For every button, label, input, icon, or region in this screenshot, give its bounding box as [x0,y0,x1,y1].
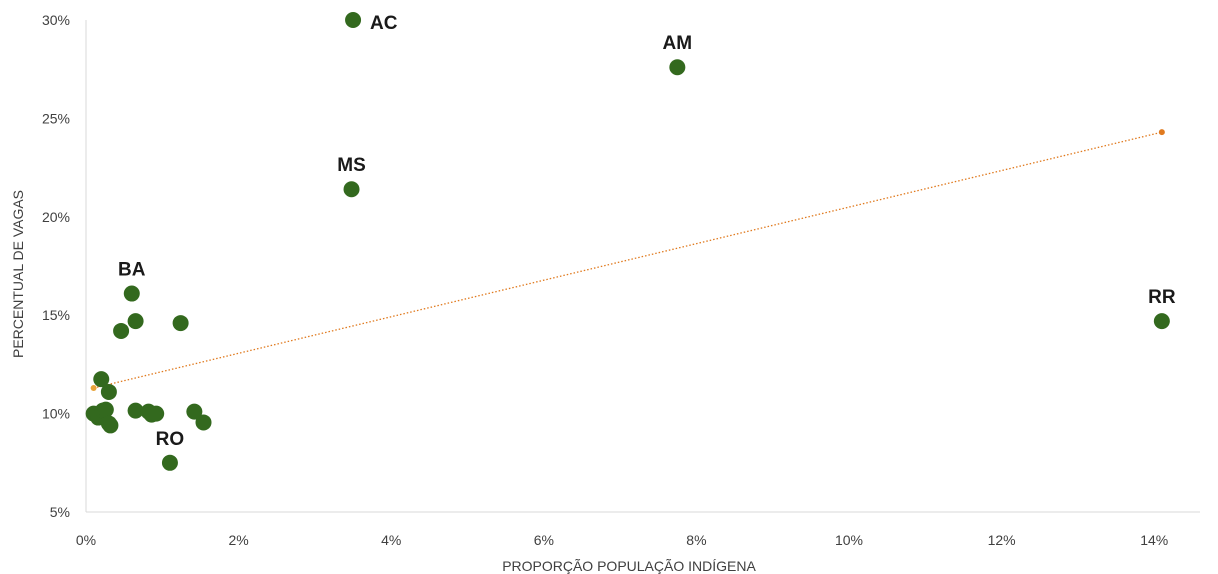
x-tick-label: 4% [381,532,401,548]
data-point [127,313,144,330]
trendline-start-marker [90,385,97,392]
axes [85,20,1200,513]
data-point [100,383,117,400]
x-tick-label: 0% [76,532,96,548]
x-tick-label: 10% [835,532,863,548]
point-label-am: AM [663,33,693,54]
data-point [172,315,189,332]
y-axis-title: PERCENTUAL DE VAGAS [10,190,26,358]
data-points [85,12,1170,471]
data-point-ms [343,181,360,198]
tick-labels: 0% 2% 4% 6% 8% 10% 12% 14% 5% 10% 15% 20% 25% 30% [42,12,1168,548]
y-tick-label: 25% [42,110,70,126]
x-tick-label: 12% [988,532,1016,548]
y-tick-label: 10% [42,406,70,422]
point-label-ba: BA [118,260,146,281]
data-point [113,322,130,339]
y-tick-label: 15% [42,307,70,323]
y-tick-label: 20% [42,209,70,225]
data-point-rr [1153,313,1170,330]
x-tick-label: 6% [534,532,554,548]
x-axis-title: PROPORÇÃO POPULAÇÃO INDÍGENA [502,558,756,574]
data-point [148,405,165,422]
x-tick-label: 2% [228,532,248,548]
point-label-ms: MS [337,155,366,176]
data-point [97,401,114,418]
data-point-ac [345,12,362,28]
trendline-line [93,131,1163,389]
data-point [100,415,117,432]
data-point [127,402,144,419]
trendline [90,129,1165,392]
y-tick-label: 5% [50,504,70,520]
data-point [186,403,203,420]
point-labels: AC AM MS BA RR RO [118,13,1176,450]
x-tick-label: 14% [1140,532,1168,548]
point-label-ac: AC [370,13,398,34]
point-label-rr: RR [1148,287,1176,308]
data-point [195,414,212,431]
data-point-ro [161,454,178,471]
x-tick-label: 8% [686,532,706,548]
data-point-ba [123,285,140,302]
point-label-ro: RO [156,429,185,450]
y-tick-label: 30% [42,12,70,28]
data-point-am [669,59,686,76]
data-point [93,371,110,388]
trendline-end-marker [1158,129,1165,136]
